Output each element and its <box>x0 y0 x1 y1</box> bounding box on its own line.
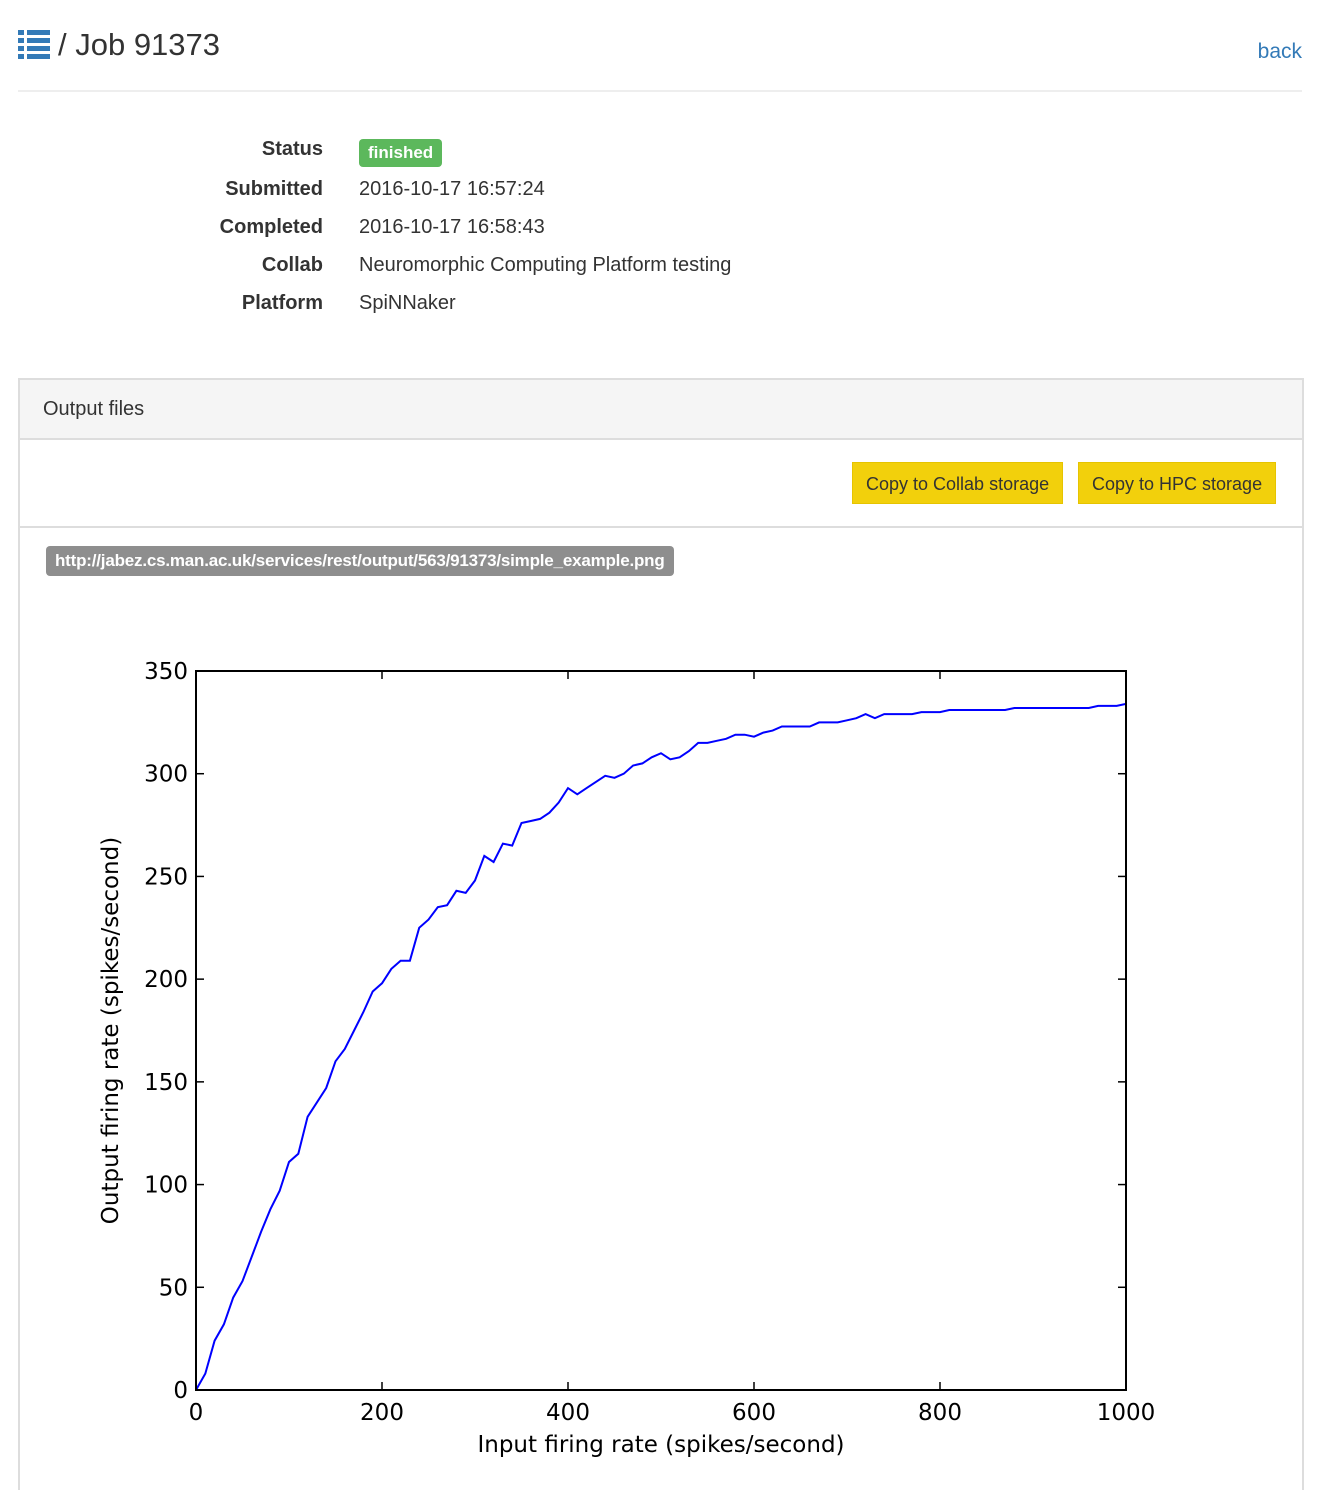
y-tick-label: 100 <box>144 1173 188 1199</box>
status-row: Status finished <box>0 138 900 176</box>
x-tick-label: 200 <box>360 1400 404 1426</box>
y-tick-label: 0 <box>173 1378 188 1404</box>
x-tick-label: 400 <box>546 1400 590 1426</box>
x-tick-label: 0 <box>189 1400 204 1426</box>
collab-value: Neuromorphic Computing Platform testing <box>359 254 732 276</box>
collab-label: Collab <box>261 254 323 276</box>
page-header: / Job 91373 back <box>18 26 1302 92</box>
completed-label: Completed <box>219 216 323 238</box>
x-tick-label: 600 <box>732 1400 776 1426</box>
x-axis-label: Input firing rate (spikes/second) <box>477 1432 844 1458</box>
submitted-label: Submitted <box>225 178 323 200</box>
file-url-label: http://jabez.cs.man.ac.uk/services/rest/… <box>46 546 674 576</box>
x-tick-label: 800 <box>918 1400 962 1426</box>
chart-ticks <box>195 670 1127 1391</box>
y-tick-label: 200 <box>144 967 188 993</box>
submitted-row: Submitted 2016-10-17 16:57:24 <box>0 178 900 216</box>
output-files-panel: Output files Copy to Collab storage Copy… <box>18 378 1304 1490</box>
y-tick-label: 250 <box>144 864 188 890</box>
y-axis-label: Output firing rate (spikes/second) <box>98 837 124 1224</box>
submitted-value: 2016-10-17 16:57:24 <box>359 178 545 200</box>
platform-row: Platform SpiNNaker <box>0 292 900 330</box>
y-tick-label: 50 <box>159 1275 188 1301</box>
panel-heading-title: Output files <box>43 398 145 420</box>
status-label: Status <box>261 138 323 160</box>
platform-label: Platform <box>241 292 323 314</box>
status-badge: finished <box>359 139 443 167</box>
copy-to-hpc-button[interactable]: Copy to HPC storage <box>1078 462 1277 504</box>
chart-tick-labels: 0 200 400 600 800 1000 0 50 100 150 200 250 300 350 <box>144 659 1155 1426</box>
firing-rate-chart: 0 200 400 600 800 1000 0 50 100 150 200 250 300 350 I… <box>98 659 1155 1458</box>
list-icon <box>18 30 50 59</box>
panel-toolbar: Copy to Collab storage Copy to HPC stora… <box>20 440 1302 528</box>
page-title: / Job 91373 <box>58 27 221 62</box>
series-line <box>195 702 1127 1391</box>
completed-row: Completed 2016-10-17 16:58:43 <box>0 216 900 254</box>
y-tick-label: 300 <box>144 762 188 788</box>
plot-frame <box>195 670 1127 1391</box>
back-link[interactable]: back <box>1257 40 1302 63</box>
completed-value: 2016-10-17 16:58:43 <box>359 216 545 238</box>
panel-heading: Output files <box>20 380 1302 440</box>
y-tick-label: 350 <box>144 659 188 685</box>
platform-value: SpiNNaker <box>359 292 456 314</box>
y-tick-label: 150 <box>144 1070 188 1096</box>
copy-to-collab-button[interactable]: Copy to Collab storage <box>852 462 1064 504</box>
collab-row: Collab Neuromorphic Computing Platform t… <box>0 254 900 292</box>
x-tick-label: 1000 <box>1097 1400 1156 1426</box>
